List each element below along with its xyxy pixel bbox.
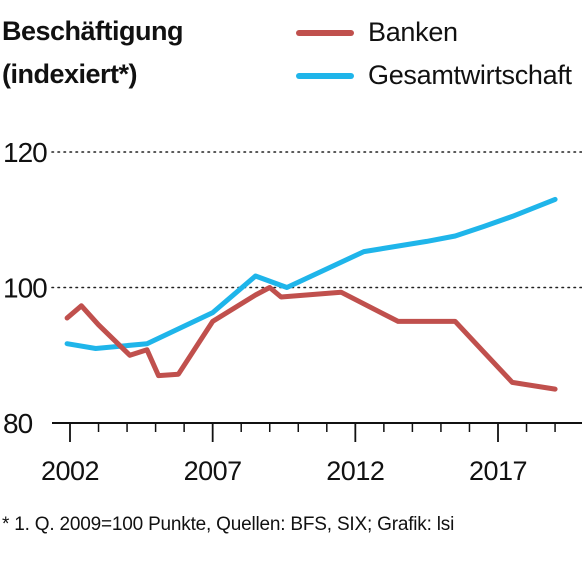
series-line-banken <box>64 285 558 392</box>
footnote: * 1. Q. 2009=100 Punkte, Quellen: BFS, S… <box>2 514 455 535</box>
legend-swatch-gesamtwirtschaft <box>296 72 354 79</box>
legend-label-banken: Banken <box>368 17 458 47</box>
x-tick-label-2017: 2017 <box>469 456 527 486</box>
x-tick-label-2007: 2007 <box>184 456 242 486</box>
y-tick-label-120: 120 <box>3 137 47 168</box>
series-line-gesamtwirtschaft <box>64 196 558 351</box>
y-tick-label-100: 100 <box>3 273 47 304</box>
x-tick-label-2002: 2002 <box>41 456 99 486</box>
legend-label-gesamtwirtschaft: Gesamtwirtschaft <box>368 60 572 90</box>
x-tick-label-2012: 2012 <box>326 456 384 486</box>
legend-item-banken: Banken <box>296 19 458 46</box>
legend-item-gesamtwirtschaft: Gesamtwirtschaft <box>296 62 572 89</box>
chart-title: Beschäftigung <box>2 16 184 46</box>
chart-subtitle: (indexiert*) <box>2 59 138 89</box>
line-chart: 80 100 120 2002 2007 2012 2017 <box>3 137 582 486</box>
y-tick-label-80: 80 <box>3 408 33 439</box>
legend-swatch-banken <box>296 29 354 36</box>
